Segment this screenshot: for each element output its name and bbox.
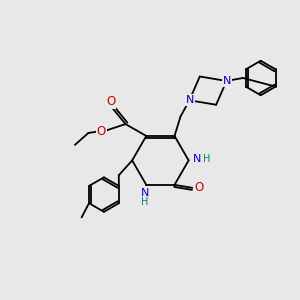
Text: N: N (141, 188, 149, 198)
Text: N: N (186, 95, 194, 105)
Text: N: N (223, 76, 231, 86)
Text: H: H (141, 197, 148, 207)
Text: N: N (194, 154, 202, 164)
Text: H: H (203, 154, 211, 164)
Text: O: O (194, 181, 203, 194)
Text: O: O (97, 125, 106, 138)
Text: O: O (106, 95, 115, 108)
